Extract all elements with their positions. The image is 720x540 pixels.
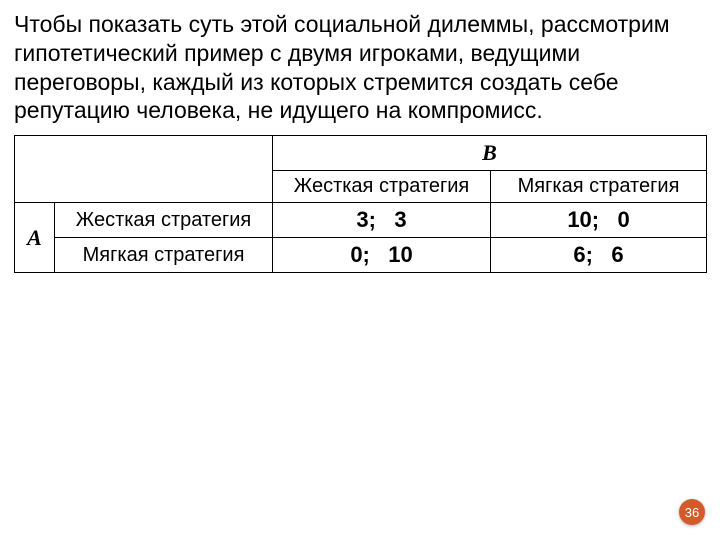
table-row: B <box>15 136 707 171</box>
payoff-1-0: 0; 10 <box>273 238 491 273</box>
payoff-table: B Жесткая стратегия Мягкая стратегия A Ж… <box>14 135 707 273</box>
player-b-header: B <box>273 136 707 171</box>
col-strategy-0: Жесткая стратегия <box>273 171 491 203</box>
table-row: Мягкая стратегия 0; 10 6; 6 <box>15 238 707 273</box>
corner-cell <box>15 136 273 203</box>
player-a-header: A <box>15 203 55 273</box>
payoff-1-1: 6; 6 <box>491 238 707 273</box>
table-row: A Жесткая стратегия 3; 3 10; 0 <box>15 203 707 238</box>
description-text: Чтобы показать суть этой социальной диле… <box>14 10 706 125</box>
page-number-badge: 36 <box>679 499 705 525</box>
slide: Чтобы показать суть этой социальной диле… <box>0 0 720 540</box>
col-strategy-1: Мягкая стратегия <box>491 171 707 203</box>
payoff-0-0: 3; 3 <box>273 203 491 238</box>
row-strategy-0: Жесткая стратегия <box>55 203 273 238</box>
payoff-0-1: 10; 0 <box>491 203 707 238</box>
row-strategy-1: Мягкая стратегия <box>55 238 273 273</box>
